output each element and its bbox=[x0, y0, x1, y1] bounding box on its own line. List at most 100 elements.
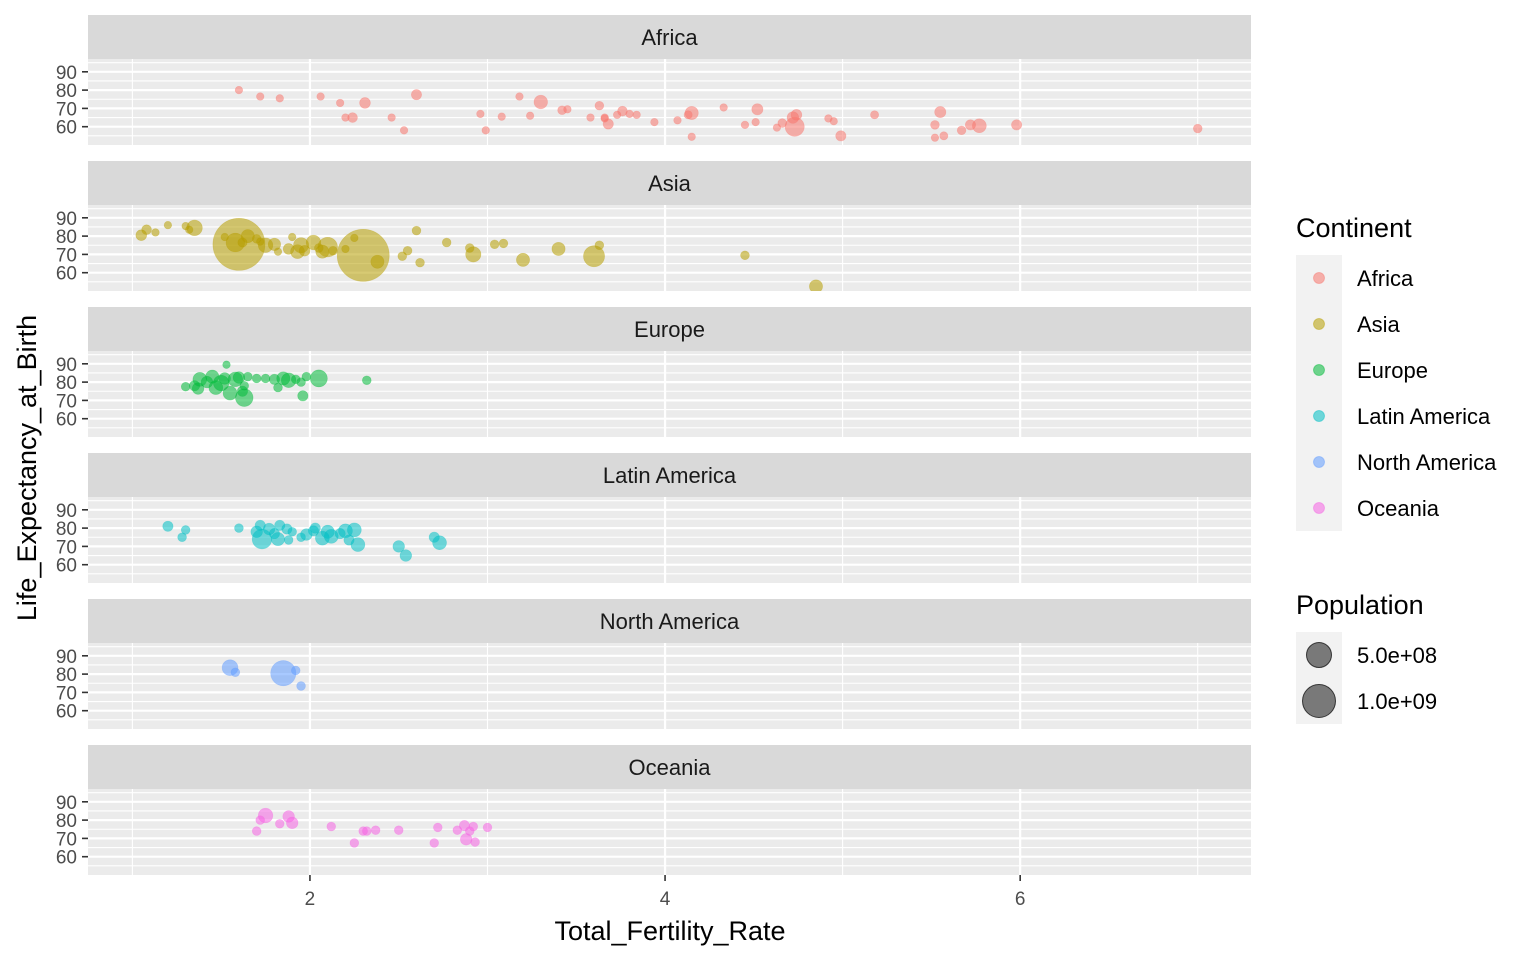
data-point bbox=[163, 221, 173, 230]
data-point bbox=[930, 120, 940, 130]
data-point bbox=[320, 524, 335, 539]
data-point bbox=[1011, 119, 1023, 131]
x-tick-label: 6 bbox=[1015, 889, 1026, 910]
data-point bbox=[551, 242, 566, 256]
data-point bbox=[939, 131, 949, 141]
y-tick-label: 90 bbox=[56, 501, 77, 522]
x-axis-title: Total_Fertility_Rate bbox=[554, 916, 785, 946]
data-point bbox=[291, 665, 301, 676]
legend-item-label: Europe bbox=[1357, 358, 1428, 383]
data-point bbox=[251, 826, 262, 836]
data-point bbox=[234, 86, 244, 95]
data-point bbox=[428, 531, 440, 543]
y-tick-label: 70 bbox=[56, 537, 77, 558]
data-point bbox=[254, 519, 266, 531]
y-tick-label: 70 bbox=[56, 829, 77, 850]
data-point bbox=[362, 375, 372, 385]
data-point bbox=[273, 247, 283, 256]
data-point bbox=[392, 540, 405, 553]
facet-strip-label: Asia bbox=[648, 171, 692, 196]
data-point bbox=[751, 118, 760, 127]
points-north-america bbox=[221, 659, 306, 691]
data-point bbox=[273, 382, 283, 393]
legend-key-symbol bbox=[1313, 318, 1325, 330]
data-point bbox=[350, 233, 359, 243]
y-tick-label: 60 bbox=[56, 702, 77, 723]
data-point bbox=[740, 120, 750, 129]
data-point bbox=[255, 815, 265, 825]
data-point bbox=[370, 254, 385, 269]
legend-item-africa: Africa bbox=[1296, 255, 1414, 301]
data-point bbox=[296, 532, 306, 542]
legend-item-label: North America bbox=[1357, 450, 1497, 475]
data-point bbox=[481, 126, 490, 135]
y-tick-label: 80 bbox=[56, 227, 77, 248]
data-point bbox=[563, 105, 572, 114]
legend-item-north-america: North America bbox=[1296, 439, 1497, 485]
y-tick-label: 60 bbox=[56, 848, 77, 869]
x-tick-label: 2 bbox=[305, 889, 316, 910]
legend-size-label: 5.0e+08 bbox=[1357, 643, 1437, 668]
points-africa bbox=[234, 86, 1203, 142]
y-axis-title: Life_Expectancy_at_Birth bbox=[12, 315, 42, 621]
data-point bbox=[162, 520, 174, 532]
data-point bbox=[275, 819, 285, 829]
data-point bbox=[411, 89, 422, 101]
data-point bbox=[687, 132, 696, 141]
legend-size-label: 1.0e+09 bbox=[1357, 689, 1437, 714]
data-point bbox=[600, 113, 609, 122]
data-point bbox=[441, 237, 452, 248]
data-point bbox=[740, 250, 750, 261]
panel-background bbox=[88, 643, 1251, 729]
facet-strip bbox=[88, 161, 1251, 205]
data-point bbox=[934, 106, 947, 118]
y-tick-label: 60 bbox=[56, 264, 77, 285]
y-tick-label: 80 bbox=[56, 665, 77, 686]
facet-strip bbox=[88, 15, 1251, 59]
facet-strip-label: North America bbox=[600, 609, 740, 634]
y-tick-label: 70 bbox=[56, 99, 77, 120]
x-tick-label: 4 bbox=[660, 889, 671, 910]
data-point bbox=[151, 228, 160, 237]
data-point bbox=[336, 228, 390, 282]
data-point bbox=[790, 109, 803, 121]
legend-item-label: Oceania bbox=[1357, 496, 1440, 521]
data-point bbox=[498, 238, 509, 249]
y-tick-label: 60 bbox=[56, 556, 77, 577]
data-point bbox=[222, 385, 238, 401]
data-point bbox=[433, 822, 443, 833]
data-point bbox=[180, 381, 191, 392]
y-tick-label: 90 bbox=[56, 63, 77, 84]
data-point bbox=[177, 532, 187, 542]
data-point bbox=[180, 525, 191, 535]
data-point bbox=[282, 243, 295, 255]
data-point bbox=[243, 371, 253, 382]
legend: Continent Africa Asia Europe Latin America N… bbox=[1296, 213, 1497, 724]
data-point bbox=[341, 244, 350, 254]
data-point bbox=[181, 221, 190, 231]
data-point bbox=[296, 681, 306, 691]
data-point bbox=[328, 246, 338, 256]
data-point bbox=[1193, 123, 1203, 134]
data-point bbox=[336, 98, 345, 108]
data-point bbox=[256, 92, 265, 101]
data-point bbox=[719, 103, 728, 112]
data-point bbox=[341, 113, 350, 122]
data-point bbox=[297, 390, 309, 402]
data-point bbox=[334, 528, 346, 540]
points-oceania bbox=[251, 807, 493, 848]
data-point bbox=[268, 528, 280, 540]
data-point bbox=[189, 380, 200, 392]
y-tick-label: 80 bbox=[56, 81, 77, 102]
facet-strip bbox=[88, 307, 1251, 351]
data-point bbox=[222, 360, 231, 369]
data-point bbox=[533, 94, 548, 110]
data-point bbox=[218, 372, 231, 385]
data-point bbox=[625, 109, 634, 119]
data-point bbox=[870, 110, 879, 120]
legend-population-items: 5.0e+08 1.0e+09 bbox=[1296, 632, 1437, 724]
